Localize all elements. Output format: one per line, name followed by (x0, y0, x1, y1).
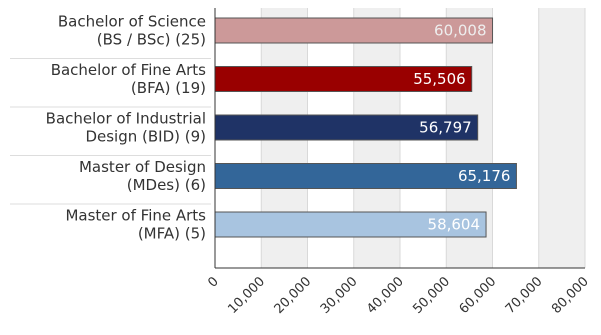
category-label: Bachelor of Science (BS / BSc) (25) (58, 13, 206, 49)
x-tick-label: 30,000 (318, 274, 361, 317)
x-tick-label: 20,000 (272, 274, 315, 317)
category-label: Bachelor of Fine Arts (BFA) (19) (51, 61, 206, 97)
category-label: Bachelor of Industrial Design (BID) (9) (46, 110, 206, 146)
x-tick-label: 10,000 (225, 274, 268, 317)
value-label: 60,008 (434, 22, 487, 40)
plot-band (492, 8, 539, 268)
value-label: 65,176 (458, 167, 511, 185)
axes (214, 8, 585, 269)
category-label: Master of Fine Arts (MFA) (5) (65, 207, 206, 243)
x-tick-label: 40,000 (364, 274, 407, 317)
bar (214, 163, 517, 189)
category-labels: Bachelor of Science (BS / BSc) (25) Bachel… (10, 13, 211, 243)
value-label: 56,797 (419, 119, 472, 137)
x-tick-label: 50,000 (410, 274, 453, 317)
value-labels: 60,008 55,506 56,797 65,176 58,604 (413, 22, 510, 234)
category-label: Master of Design (MDes) (6) (79, 158, 206, 194)
bars (214, 17, 517, 238)
x-tick-label: 80,000 (549, 274, 592, 317)
x-tick-label: 70,000 (503, 274, 546, 317)
bar (214, 66, 473, 92)
bar (214, 17, 494, 44)
x-tick-label: 0 (205, 274, 221, 290)
x-tick-labels: 0 10,000 20,000 30,000 40,000 50,000 60,000 70,… (205, 274, 591, 317)
plot-band (538, 8, 585, 268)
x-tick-label: 60,000 (457, 274, 500, 317)
value-label: 55,506 (413, 70, 466, 88)
bar (214, 211, 487, 238)
value-label: 58,604 (428, 216, 481, 234)
